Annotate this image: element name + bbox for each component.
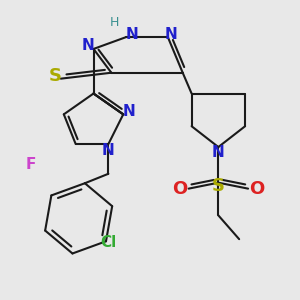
- Text: N: N: [102, 142, 115, 158]
- Text: O: O: [172, 180, 187, 198]
- Text: Cl: Cl: [100, 235, 116, 250]
- Text: N: N: [81, 38, 94, 53]
- Text: S: S: [212, 177, 225, 195]
- Text: H: H: [110, 16, 119, 29]
- Text: N: N: [164, 27, 177, 42]
- Text: O: O: [249, 180, 265, 198]
- Text: S: S: [48, 67, 62, 85]
- Text: N: N: [123, 104, 136, 119]
- Text: F: F: [26, 158, 36, 172]
- Text: N: N: [212, 146, 225, 160]
- Text: N: N: [126, 27, 139, 42]
